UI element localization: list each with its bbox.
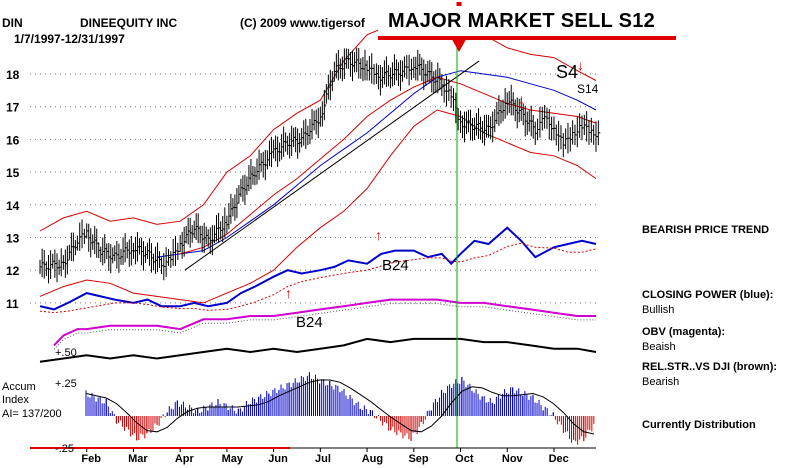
b24-lower-label: B24 (296, 314, 323, 331)
price-bars (39, 47, 601, 284)
x-axis-ticks: Feb Mar Apr May Jun Jul Aug Sep Oct Nov Dec (81, 448, 569, 465)
obv-title: OBV (magenta): (642, 326, 726, 338)
x-tick-label: Feb (81, 453, 101, 465)
accum-title-1: Accum (2, 381, 36, 393)
s4-label: S4 (556, 62, 579, 82)
closing-power-ma (39, 242, 597, 314)
x-tick-label: May (222, 453, 244, 465)
lower-band-line (39, 109, 597, 304)
b24-upper-label: B24 (382, 257, 409, 274)
obv-ma (53, 303, 596, 350)
x-tick-label: Jul (315, 453, 331, 465)
company-name: DINEEQUITY INC (80, 16, 178, 30)
y-tick-label: 18 (6, 68, 20, 82)
accum-ai-value: AI= 137/200 (2, 408, 62, 420)
ma-red-line (180, 76, 597, 255)
small-red-arrow: ↑ (375, 227, 382, 243)
distribution-label: Currently Distribution (642, 419, 756, 431)
x-tick-label: Dec (549, 453, 569, 465)
closing-power-line (39, 226, 597, 311)
trend-label: BEARISH PRICE TREND (642, 224, 770, 236)
small-red-arrow: ↓ (518, 91, 525, 107)
y-tick-label: 16 (6, 133, 20, 147)
major-sell-banner: MAJOR MARKET SELL S12 (378, 6, 676, 40)
accum-level-mid: +.25 (55, 378, 77, 390)
closing-power-value: Bullish (642, 304, 675, 316)
upper-band-line (39, 24, 597, 232)
x-tick-label: Aug (362, 453, 383, 465)
small-red-arrow: ↑ (285, 285, 292, 301)
moving-averages (156, 60, 597, 271)
y-tick-label: 11 (6, 297, 19, 311)
y-tick-label: 17 (6, 101, 20, 115)
small-red-arrow: ↓ (577, 57, 584, 73)
x-tick-label: Nov (502, 453, 524, 465)
x-tick-label: Oct (455, 453, 474, 465)
x-tick-label: Apr (175, 453, 195, 465)
relstr-line (39, 337, 597, 363)
x-tick-label: Mar (128, 453, 148, 465)
y-tick-label: 12 (6, 264, 20, 278)
obv-value: Beaish (642, 341, 676, 353)
date-range: 1/7/1997-12/31/1997 (14, 32, 125, 46)
relstr-title: REL.STR..VS DJI (brown): (642, 361, 778, 373)
x-tick-label: Sep (408, 453, 428, 465)
closing-power-title: CLOSING POWER (blue): (642, 289, 774, 301)
ticker-label: DIN (2, 16, 23, 30)
relstr-value: Bearish (642, 376, 680, 388)
trendline (184, 60, 480, 271)
accum-level-low: -.25 (55, 443, 74, 455)
obv-line (53, 298, 596, 347)
ma-blue-line (156, 70, 597, 258)
y-tick-label: 15 (6, 166, 20, 180)
y-tick-label: 13 (6, 232, 20, 246)
y-axis-ticks: 11 12 13 14 15 16 17 18 (6, 68, 20, 311)
s14-label: S14 (577, 82, 599, 96)
copyright: (C) 2009 www.tigersof (240, 16, 365, 30)
accum-index-histogram (85, 372, 595, 445)
accum-ma-line (85, 379, 595, 435)
accum-title-2: Index (2, 394, 29, 406)
accum-level-high: +.50 (55, 347, 77, 359)
x-tick-label: Jun (268, 453, 288, 465)
indicator-lines (39, 226, 597, 363)
y-tick-label: 14 (6, 199, 20, 213)
bollinger-bands (39, 24, 597, 304)
